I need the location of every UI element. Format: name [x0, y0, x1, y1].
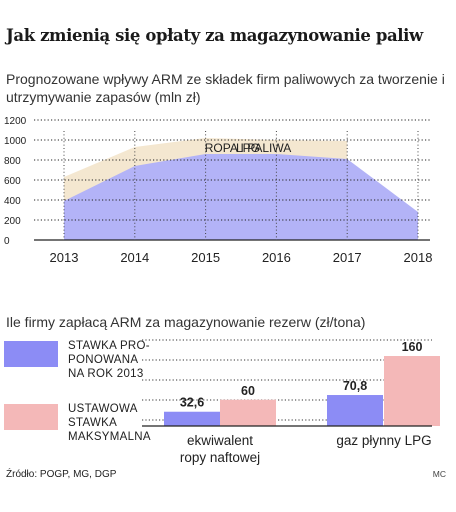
bar: [164, 411, 220, 426]
source-note: Źródło: POGP, MG, DGP: [6, 469, 117, 480]
x-tick-label: 2014: [120, 250, 149, 265]
legend-swatch: [4, 404, 58, 430]
y-tick-label: 600: [4, 176, 21, 187]
legend-swatch: [4, 341, 58, 367]
area-chart-subtitle: Prognozowane wpływy ARM ze składek firm …: [6, 71, 445, 105]
bar: [220, 399, 276, 426]
legend-label: STAWKA PRO-: [68, 340, 150, 352]
bar-chart-subtitle: Ile firmy zapłacą ARM za magazynowanie r…: [6, 314, 366, 330]
y-tick-label: 1200: [4, 116, 27, 127]
category-label: ekwiwalent: [187, 433, 253, 448]
legend-label: MAKSYMALNA: [68, 431, 151, 443]
category-label: ropy naftowej: [180, 450, 260, 465]
bar-value-label: 70,8: [343, 379, 367, 393]
category-label: gaz płynny LPG: [336, 433, 431, 448]
legend-label: NA ROK 2013: [68, 368, 144, 380]
y-tick-label: 0: [4, 236, 10, 247]
bar-value-label: 32,6: [180, 396, 204, 410]
x-tick-label: 2016: [262, 250, 291, 265]
legend-label: STAWKA: [68, 417, 117, 429]
bar-value-label: 60: [241, 384, 255, 398]
legend-label: PONOWANA: [68, 354, 138, 366]
legend-label: USTAWOWA: [68, 403, 138, 415]
author-credit: MC: [432, 469, 446, 479]
bar: [384, 356, 440, 426]
series-label-oil: ROPA I PALIWA: [205, 141, 291, 155]
area-series-oil: [64, 154, 418, 240]
y-tick-label: 1000: [4, 136, 27, 147]
series-label-lpg: LPG: [236, 141, 260, 155]
y-tick-label: 400: [4, 196, 21, 207]
x-tick-label: 2015: [191, 250, 220, 265]
x-tick-label: 2013: [50, 250, 79, 265]
y-tick-label: 200: [4, 216, 21, 227]
x-tick-label: 2017: [333, 250, 362, 265]
chart-title: Jak zmienią się opłaty za magazynowanie …: [6, 26, 423, 45]
bar: [327, 395, 383, 426]
y-tick-label: 800: [4, 156, 21, 167]
x-tick-label: 2018: [404, 250, 433, 265]
bar-value-label: 160: [402, 340, 423, 354]
